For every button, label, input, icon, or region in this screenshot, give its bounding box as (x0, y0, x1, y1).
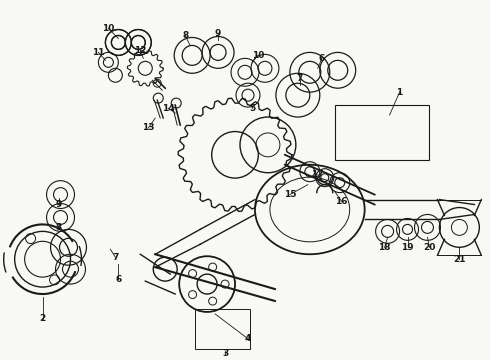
Text: 7: 7 (112, 253, 119, 262)
Text: 1: 1 (396, 88, 403, 97)
Text: 4: 4 (245, 334, 251, 343)
Text: 6: 6 (318, 54, 325, 63)
Text: 7: 7 (296, 74, 303, 83)
Text: 3: 3 (222, 349, 228, 358)
Text: 6: 6 (115, 275, 122, 284)
Text: 16: 16 (336, 197, 348, 206)
Text: 19: 19 (401, 243, 414, 252)
Text: 12: 12 (134, 46, 147, 55)
Text: 5: 5 (249, 104, 255, 113)
Text: 9: 9 (215, 29, 221, 38)
Text: 10: 10 (252, 51, 264, 60)
Bar (195, 309, 250, 349)
Text: 2: 2 (40, 314, 46, 323)
Text: 8: 8 (55, 223, 62, 232)
Text: 20: 20 (423, 243, 436, 252)
Text: 18: 18 (378, 243, 391, 252)
Text: 10: 10 (102, 24, 115, 33)
Bar (335, 105, 429, 160)
Text: 13: 13 (142, 123, 154, 132)
Text: 9: 9 (55, 200, 62, 209)
Text: 15: 15 (284, 190, 296, 199)
Text: 11: 11 (92, 48, 105, 57)
Text: 17: 17 (312, 170, 324, 179)
Text: 14: 14 (162, 104, 174, 113)
Text: 8: 8 (182, 31, 188, 40)
Text: 21: 21 (453, 255, 465, 264)
